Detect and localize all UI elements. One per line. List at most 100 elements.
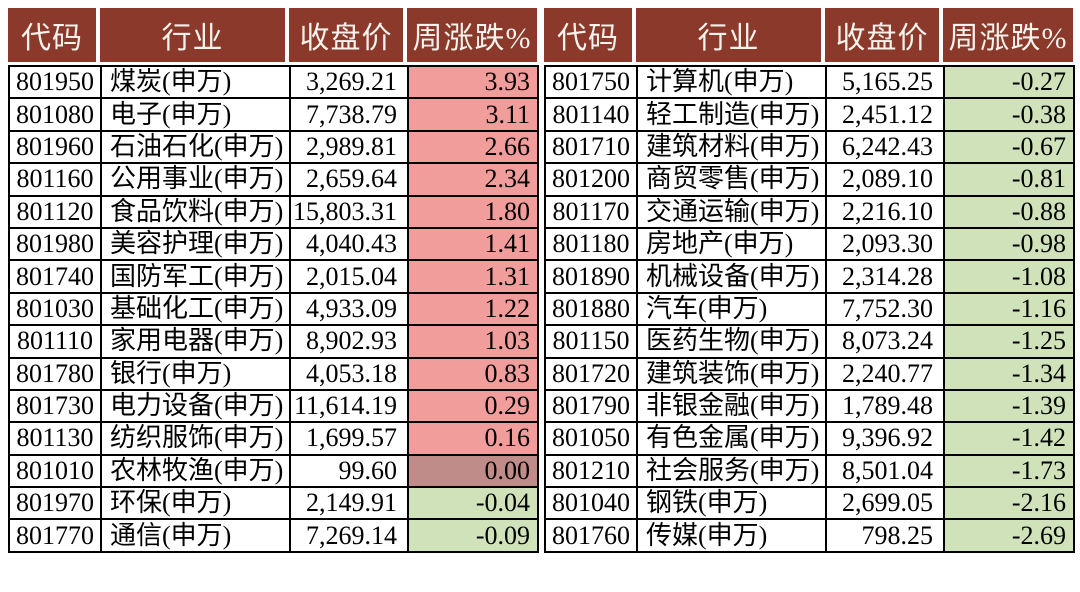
change-cell: -0.98 bbox=[943, 226, 1075, 262]
code-cell: 801710 bbox=[544, 129, 638, 165]
industry-cell: 农林牧渔(申万) bbox=[100, 453, 291, 489]
code-cell: 801200 bbox=[544, 162, 638, 197]
change-cell: -0.04 bbox=[407, 486, 539, 521]
column-header-change: 周涨跌% bbox=[407, 8, 537, 62]
change-cell: 0.16 bbox=[407, 421, 539, 456]
code-cell: 801960 bbox=[8, 129, 102, 165]
table-row: 801970 环保(申万) 2,149.91 -0.04 bbox=[8, 486, 539, 521]
code-cell: 801110 bbox=[8, 324, 102, 359]
code-cell: 801170 bbox=[544, 194, 638, 229]
change-cell: -1.16 bbox=[943, 291, 1075, 327]
code-cell: 801890 bbox=[544, 259, 638, 294]
change-cell: -1.39 bbox=[943, 388, 1075, 424]
table-row: 801880 汽车(申万) 7,752.30 -1.16 bbox=[544, 291, 1075, 327]
industry-cell: 美容护理(申万) bbox=[100, 226, 291, 262]
industry-cell: 商贸零售(申万) bbox=[636, 162, 827, 197]
change-cell: 2.66 bbox=[407, 129, 539, 165]
close-cell: 3,269.21 bbox=[289, 64, 409, 100]
industry-cell: 机械设备(申万) bbox=[636, 259, 827, 294]
code-cell: 801130 bbox=[8, 421, 102, 456]
table-row: 801960 石油石化(申万) 2,989.81 2.66 bbox=[8, 129, 539, 165]
table-row: 801050 有色金属(申万) 9,396.92 -1.42 bbox=[544, 421, 1075, 456]
change-cell: 0.00 bbox=[407, 453, 539, 489]
change-cell: 3.11 bbox=[407, 97, 539, 132]
code-cell: 801010 bbox=[8, 453, 102, 489]
column-header-industry: 行业 bbox=[636, 8, 825, 62]
close-cell: 2,015.04 bbox=[289, 259, 409, 294]
column-header-close: 收盘价 bbox=[289, 8, 407, 62]
close-cell: 2,089.10 bbox=[825, 162, 945, 197]
table-body: 801950 煤炭(申万) 3,269.21 3.93 801080 电子(申万) 7,73… bbox=[8, 64, 539, 553]
industry-table-right: 代码 行业 收盘价 周涨跌% 801750 计算机(申万) 5,165.25 -0.2… bbox=[544, 8, 1075, 553]
column-header-change: 周涨跌% bbox=[943, 8, 1073, 62]
change-cell: -0.09 bbox=[407, 518, 539, 553]
industry-cell: 环保(申万) bbox=[100, 486, 291, 521]
close-cell: 2,314.28 bbox=[825, 259, 945, 294]
industry-cell: 交通运输(申万) bbox=[636, 194, 827, 229]
table-row: 801010 农林牧渔(申万) 99.60 0.00 bbox=[8, 453, 539, 489]
code-cell: 801770 bbox=[8, 518, 102, 553]
table-body: 801750 计算机(申万) 5,165.25 -0.27 801140 轻工制造(申万)… bbox=[544, 64, 1075, 553]
code-cell: 801750 bbox=[544, 64, 638, 100]
change-cell: -1.08 bbox=[943, 259, 1075, 294]
code-cell: 801980 bbox=[8, 226, 102, 262]
change-cell: 1.80 bbox=[407, 194, 539, 229]
industry-cell: 钢铁(申万) bbox=[636, 486, 827, 521]
code-cell: 801210 bbox=[544, 453, 638, 489]
industry-cell: 计算机(申万) bbox=[636, 64, 827, 100]
table-header: 代码 行业 收盘价 周涨跌% bbox=[544, 8, 1073, 62]
change-cell: 0.83 bbox=[407, 356, 539, 391]
table-row: 801980 美容护理(申万) 4,040.43 1.41 bbox=[8, 226, 539, 262]
table-row: 801730 电力设备(申万) 11,614.19 0.29 bbox=[8, 388, 539, 424]
code-cell: 801780 bbox=[8, 356, 102, 391]
close-cell: 2,093.30 bbox=[825, 226, 945, 262]
industry-cell: 国防军工(申万) bbox=[100, 259, 291, 294]
table-row: 801740 国防军工(申万) 2,015.04 1.31 bbox=[8, 259, 539, 294]
column-header-industry: 行业 bbox=[100, 8, 289, 62]
industry-cell: 建筑材料(申万) bbox=[636, 129, 827, 165]
close-cell: 6,242.43 bbox=[825, 129, 945, 165]
table-row: 801790 非银金融(申万) 1,789.48 -1.39 bbox=[544, 388, 1075, 424]
table-row: 801150 医药生物(申万) 8,073.24 -1.25 bbox=[544, 324, 1075, 359]
table-row: 801160 公用事业(申万) 2,659.64 2.34 bbox=[8, 162, 539, 197]
code-cell: 801760 bbox=[544, 518, 638, 553]
industry-cell: 家用电器(申万) bbox=[100, 324, 291, 359]
code-cell: 801740 bbox=[8, 259, 102, 294]
industry-cell: 电子(申万) bbox=[100, 97, 291, 132]
table-row: 801710 建筑材料(申万) 6,242.43 -0.67 bbox=[544, 129, 1075, 165]
close-cell: 9,396.92 bbox=[825, 421, 945, 456]
change-cell: 1.41 bbox=[407, 226, 539, 262]
column-header-close: 收盘价 bbox=[825, 8, 943, 62]
close-cell: 4,040.43 bbox=[289, 226, 409, 262]
column-header-code: 代码 bbox=[544, 8, 636, 62]
table-row: 801720 建筑装饰(申万) 2,240.77 -1.34 bbox=[544, 356, 1075, 391]
close-cell: 7,738.79 bbox=[289, 97, 409, 132]
column-header-code: 代码 bbox=[8, 8, 100, 62]
code-cell: 801080 bbox=[8, 97, 102, 132]
close-cell: 1,789.48 bbox=[825, 388, 945, 424]
code-cell: 801040 bbox=[544, 486, 638, 521]
table-row: 801770 通信(申万) 7,269.14 -0.09 bbox=[8, 518, 539, 553]
industry-cell: 非银金融(申万) bbox=[636, 388, 827, 424]
industry-cell: 轻工制造(申万) bbox=[636, 97, 827, 132]
table-row: 801750 计算机(申万) 5,165.25 -0.27 bbox=[544, 64, 1075, 100]
table-row: 801890 机械设备(申万) 2,314.28 -1.08 bbox=[544, 259, 1075, 294]
code-cell: 801150 bbox=[544, 324, 638, 359]
industry-cell: 公用事业(申万) bbox=[100, 162, 291, 197]
table-row: 801030 基础化工(申万) 4,933.09 1.22 bbox=[8, 291, 539, 327]
industry-cell: 通信(申万) bbox=[100, 518, 291, 553]
close-cell: 2,216.10 bbox=[825, 194, 945, 229]
code-cell: 801050 bbox=[544, 421, 638, 456]
close-cell: 1,699.57 bbox=[289, 421, 409, 456]
change-cell: -2.69 bbox=[943, 518, 1075, 553]
industry-table-left: 代码 行业 收盘价 周涨跌% 801950 煤炭(申万) 3,269.21 3.93 8… bbox=[8, 8, 539, 553]
industry-cell: 建筑装饰(申万) bbox=[636, 356, 827, 391]
close-cell: 8,073.24 bbox=[825, 324, 945, 359]
change-cell: -0.88 bbox=[943, 194, 1075, 229]
code-cell: 801970 bbox=[8, 486, 102, 521]
close-cell: 2,699.05 bbox=[825, 486, 945, 521]
industry-cell: 医药生物(申万) bbox=[636, 324, 827, 359]
table-row: 801140 轻工制造(申万) 2,451.12 -0.38 bbox=[544, 97, 1075, 132]
code-cell: 801730 bbox=[8, 388, 102, 424]
industry-cell: 传媒(申万) bbox=[636, 518, 827, 553]
